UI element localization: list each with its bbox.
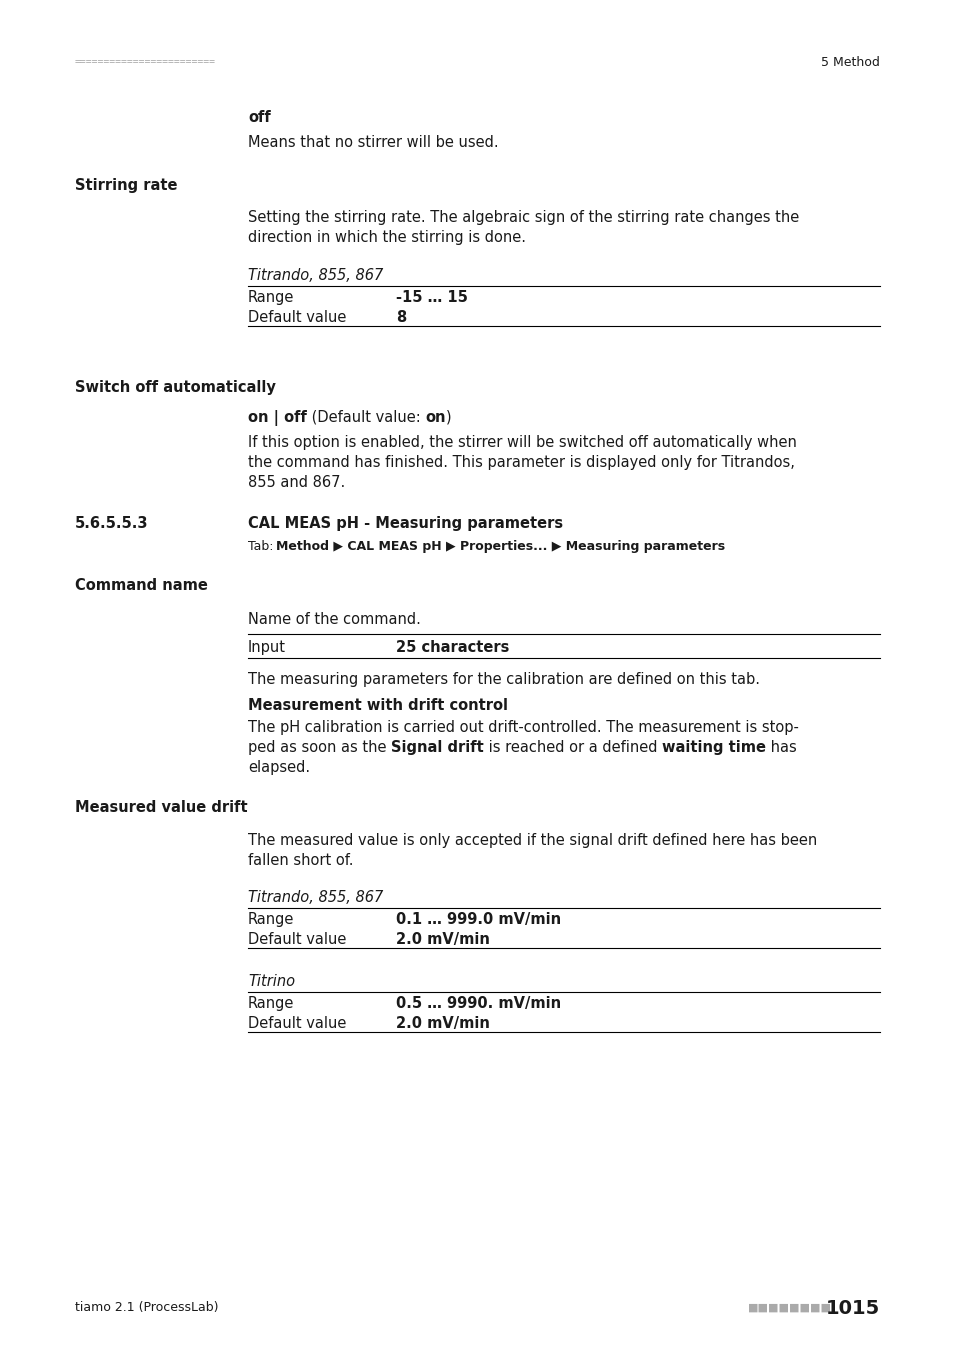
Text: Range: Range	[248, 290, 294, 305]
Text: Input: Input	[248, 640, 286, 655]
Text: The measured value is only accepted if the signal drift defined here has been: The measured value is only accepted if t…	[248, 833, 817, 848]
Text: off: off	[248, 109, 271, 126]
Text: Tab:: Tab:	[248, 540, 277, 553]
Text: ped as soon as the: ped as soon as the	[248, 740, 391, 755]
Text: -15 … 15: -15 … 15	[395, 290, 467, 305]
Text: 5 Method: 5 Method	[821, 55, 879, 69]
Text: Means that no stirrer will be used.: Means that no stirrer will be used.	[248, 135, 498, 150]
Text: Name of the command.: Name of the command.	[248, 612, 420, 626]
Text: the command has finished. This parameter is displayed only for Titrandos,: the command has finished. This parameter…	[248, 455, 794, 470]
Text: CAL MEAS pH - Measuring parameters: CAL MEAS pH - Measuring parameters	[248, 516, 562, 531]
Text: is reached or a defined: is reached or a defined	[483, 740, 661, 755]
Text: Default value: Default value	[248, 310, 346, 325]
Text: Method ▶ CAL MEAS pH ▶ Properties... ▶ Measuring parameters: Method ▶ CAL MEAS pH ▶ Properties... ▶ M…	[275, 540, 724, 553]
Text: Signal drift: Signal drift	[391, 740, 483, 755]
Text: Measurement with drift control: Measurement with drift control	[248, 698, 507, 713]
Text: Measured value drift: Measured value drift	[75, 801, 248, 815]
Text: Switch off automatically: Switch off automatically	[75, 379, 275, 396]
Text: Titrino: Titrino	[248, 973, 294, 990]
Text: 855 and 867.: 855 and 867.	[248, 475, 345, 490]
Text: Range: Range	[248, 996, 294, 1011]
Text: 0.1 … 999.0 mV/min: 0.1 … 999.0 mV/min	[395, 913, 560, 927]
Text: ): )	[445, 410, 451, 425]
Text: (Default value:: (Default value:	[307, 410, 425, 425]
Text: Titrando, 855, 867: Titrando, 855, 867	[248, 890, 383, 905]
Text: direction in which the stirring is done.: direction in which the stirring is done.	[248, 230, 525, 244]
Text: Titrando, 855, 867: Titrando, 855, 867	[248, 269, 383, 284]
Text: ========================: ========================	[75, 57, 215, 68]
Text: 8: 8	[395, 310, 406, 325]
Text: If this option is enabled, the stirrer will be switched off automatically when: If this option is enabled, the stirrer w…	[248, 435, 796, 450]
Text: Default value: Default value	[248, 931, 346, 946]
Text: Default value: Default value	[248, 1017, 346, 1031]
Text: Stirring rate: Stirring rate	[75, 178, 177, 193]
Text: 2.0 mV/min: 2.0 mV/min	[395, 931, 489, 946]
Text: ■■■■■■■■: ■■■■■■■■	[747, 1303, 831, 1314]
Text: on: on	[425, 410, 445, 425]
Text: tiamo 2.1 (ProcessLab): tiamo 2.1 (ProcessLab)	[75, 1301, 218, 1315]
Text: waiting time: waiting time	[661, 740, 765, 755]
Text: has: has	[765, 740, 796, 755]
Text: 1015: 1015	[825, 1299, 879, 1318]
Text: on | off: on | off	[248, 410, 307, 427]
Text: Command name: Command name	[75, 578, 208, 593]
Text: Range: Range	[248, 913, 294, 927]
Text: elapsed.: elapsed.	[248, 760, 310, 775]
Text: The measuring parameters for the calibration are defined on this tab.: The measuring parameters for the calibra…	[248, 672, 760, 687]
Text: The pH calibration is carried out drift-controlled. The measurement is stop-: The pH calibration is carried out drift-…	[248, 720, 798, 734]
Text: 5.6.5.5.3: 5.6.5.5.3	[75, 516, 149, 531]
Text: fallen short of.: fallen short of.	[248, 853, 354, 868]
Text: 0.5 … 9990. mV/min: 0.5 … 9990. mV/min	[395, 996, 560, 1011]
Text: 25 characters: 25 characters	[395, 640, 509, 655]
Text: 2.0 mV/min: 2.0 mV/min	[395, 1017, 489, 1031]
Text: Setting the stirring rate. The algebraic sign of the stirring rate changes the: Setting the stirring rate. The algebraic…	[248, 211, 799, 225]
